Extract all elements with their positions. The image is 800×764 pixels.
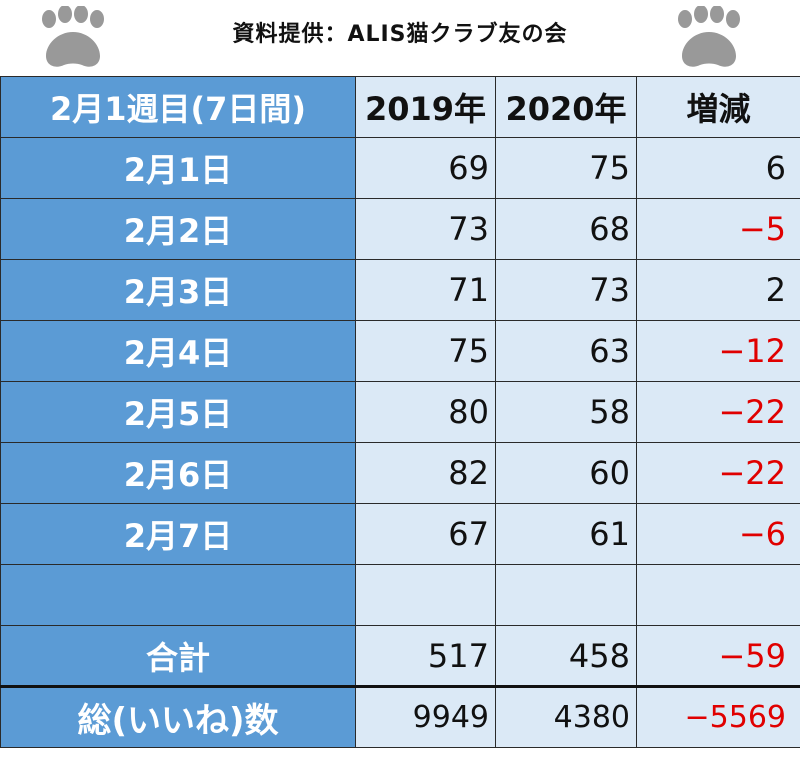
cell-2020: 60 xyxy=(495,442,637,504)
cell-2019: 69 xyxy=(355,137,496,199)
table-row: 2月6日 82 60 −22 xyxy=(0,442,800,504)
cell-2019: 71 xyxy=(355,259,496,321)
paw-print-icon xyxy=(42,6,104,67)
total-label: 合計 xyxy=(0,625,356,688)
table-row-empty xyxy=(0,564,800,626)
row-date: 2月2日 xyxy=(0,198,356,260)
table-row: 2月1日 69 75 6 xyxy=(0,137,800,199)
grand-total-2020: 4380 xyxy=(495,686,637,748)
cell-2019: 73 xyxy=(355,198,496,260)
row-date: 2月5日 xyxy=(0,381,356,443)
total-change: −59 xyxy=(636,625,800,688)
total-2019: 517 xyxy=(355,625,496,688)
grand-total-change: −5569 xyxy=(636,686,800,748)
likes-comparison-table: 2月1週目(7日間) 2019年 2020年 増減 2月1日 69 75 6 2… xyxy=(0,76,800,748)
table-row: 2月5日 80 58 −22 xyxy=(0,381,800,443)
cell-2019: 75 xyxy=(355,320,496,382)
cell-change: −12 xyxy=(636,320,800,382)
cell-2020 xyxy=(495,564,637,626)
row-date: 2月7日 xyxy=(0,503,356,565)
table-row: 2月2日 73 68 −5 xyxy=(0,198,800,260)
header-change: 増減 xyxy=(636,76,800,138)
cell-change: −22 xyxy=(636,381,800,443)
cell-2020: 63 xyxy=(495,320,637,382)
cell-2019: 82 xyxy=(355,442,496,504)
cell-2019: 80 xyxy=(355,381,496,443)
cell-2020: 73 xyxy=(495,259,637,321)
table-row: 2月4日 75 63 −12 xyxy=(0,320,800,382)
source-caption: 資料提供：ALIS猫クラブ友の会 xyxy=(232,22,568,47)
cell-2020: 75 xyxy=(495,137,637,199)
table-row: 2月7日 67 61 −6 xyxy=(0,503,800,565)
header-2019: 2019年 xyxy=(355,76,496,138)
cell-change: −6 xyxy=(636,503,800,565)
cell-change: 6 xyxy=(636,137,800,199)
cell-2019 xyxy=(355,564,496,626)
caption-bar: 資料提供：ALIS猫クラブ友の会 xyxy=(0,0,800,76)
cell-2020: 68 xyxy=(495,198,637,260)
grand-total-2019: 9949 xyxy=(355,686,496,748)
total-2020: 458 xyxy=(495,625,637,688)
row-date: 2月4日 xyxy=(0,320,356,382)
cell-2020: 61 xyxy=(495,503,637,565)
table-row: 2月3日 71 73 2 xyxy=(0,259,800,321)
header-2020: 2020年 xyxy=(495,76,637,138)
cell-2020: 58 xyxy=(495,381,637,443)
header-period: 2月1週目(7日間) xyxy=(0,76,356,138)
table-header-row: 2月1週目(7日間) 2019年 2020年 増減 xyxy=(0,76,800,138)
row-date: 2月1日 xyxy=(0,137,356,199)
row-date: 2月6日 xyxy=(0,442,356,504)
row-date xyxy=(0,564,356,626)
grand-total-label: 総(いいね)数 xyxy=(0,686,356,748)
cell-change: −22 xyxy=(636,442,800,504)
cell-2019: 67 xyxy=(355,503,496,565)
cell-change xyxy=(636,564,800,626)
cell-change: −5 xyxy=(636,198,800,260)
total-row: 合計 517 458 −59 xyxy=(0,625,800,688)
cell-change: 2 xyxy=(636,259,800,321)
grand-total-row: 総(いいね)数 9949 4380 −5569 xyxy=(0,686,800,748)
paw-print-icon xyxy=(678,6,740,67)
row-date: 2月3日 xyxy=(0,259,356,321)
